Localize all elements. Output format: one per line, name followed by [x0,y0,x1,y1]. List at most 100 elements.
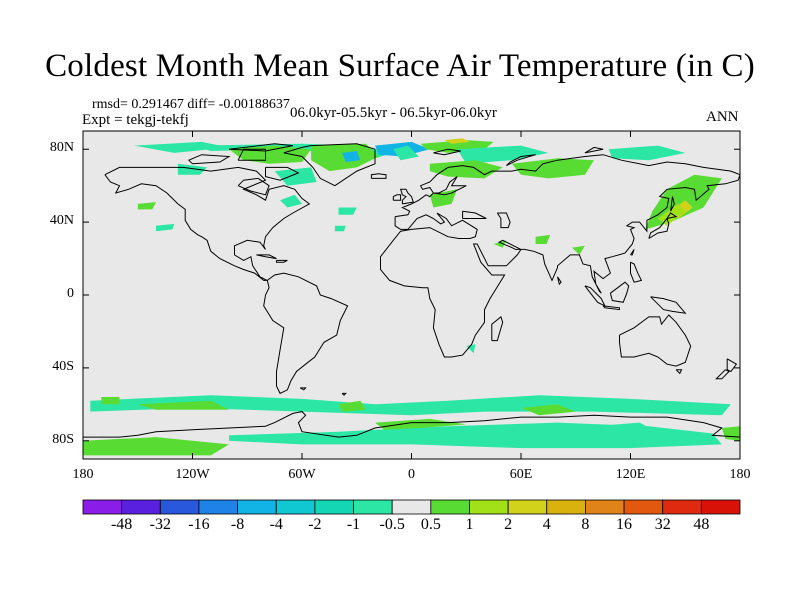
coastline [188,154,231,165]
x-tick-label: 120E [615,467,646,482]
anomaly-patch [134,141,229,153]
anomaly-patch [101,397,120,405]
x-tick-label: 60W [288,467,316,482]
colorbar-label: -0.5 [379,516,405,533]
anomaly-patch [429,160,503,179]
coastline [283,143,376,187]
coastline [602,305,620,311]
colorbar-swatch [700,499,741,515]
colorbar-swatch [159,499,200,515]
coastline [670,196,675,212]
coastline [496,212,511,229]
anomaly-patch [493,240,507,248]
coastline [104,166,311,281]
colorbar-label: -48 [110,516,133,533]
colorbar-swatch [662,499,702,515]
coastline [666,212,678,219]
coastline [726,358,738,373]
anomaly-patch [280,194,302,208]
coastline [506,154,536,167]
x-tick-label: 180 [72,467,94,482]
anomaly-patch [137,202,156,210]
x-tick-label: 180 [729,467,751,482]
colorbar-label: -32 [149,516,171,533]
coastline [648,217,670,239]
coastlines [83,143,741,438]
coastline [584,146,604,154]
anomaly-patch [342,151,361,162]
coastline [299,387,307,391]
coastline [256,254,277,260]
anomaly-field [83,131,740,459]
anomaly-patch [338,400,366,412]
anomaly-patch [393,145,419,161]
colorbar-label: 2 [504,516,513,533]
x-tick-label: 60E [509,467,533,482]
map-title: Coldest Month Mean Surface Air Temperatu… [45,48,755,84]
anomaly-patch [137,400,229,410]
anomaly-patch [457,145,549,164]
colorbar-label: 4 [542,516,551,533]
coastline [276,259,288,263]
anomaly-patch [334,225,346,232]
colorbar-swatch [507,499,548,515]
coastline [370,173,387,179]
coastline [433,148,461,156]
anomaly-patch [521,404,576,416]
coastline [630,261,643,283]
coastline [237,148,266,161]
colorbar-label: 16 [616,516,633,533]
colorbar-swatch [585,499,625,515]
colorbar-swatch [546,499,586,515]
colorbar-swatch [121,499,161,515]
colorbar-label: -2 [308,516,322,533]
coastline [675,369,683,375]
coastline [263,272,349,395]
anomaly-patch [511,158,594,179]
colorbar-swatch [198,499,238,515]
y-tick-label: 0 [67,286,74,301]
anomaly-patch [657,203,686,226]
coastline [619,314,692,367]
coastline [557,276,562,286]
y-tick-label: 40S [52,358,74,374]
y-tick-label: 80N [49,140,74,156]
coastline [83,411,741,438]
coastline [584,285,606,307]
experiment-text: Expt = tekgj-tekfj [82,112,189,128]
coastline [392,194,402,201]
colorbar-swatch [275,499,316,515]
coastline [462,210,487,219]
anomaly-patch [274,167,317,186]
colorbar-swatch [430,499,470,515]
anomaly-patch [338,207,357,215]
anomaly-patch [466,344,476,354]
colorbar-label: -4 [269,516,283,533]
anomaly-patch [594,422,667,441]
colorbar-label: 0.5 [420,516,441,533]
rmsd-diff-text: rmsd= 0.291467 diff= -0.00188637 [92,97,290,112]
coastline [341,392,348,396]
period-text: 06.0kyr-05.5kyr - 06.5kyr-06.0kyr [290,105,497,121]
x-tick-label: 120W [175,467,210,482]
y-tick-label: 80S [52,431,74,447]
anomaly-patch [608,145,686,161]
season-text: ANN [706,109,739,125]
anomaly-patch [535,234,551,244]
coastline [630,249,635,256]
colorbar-swatch [391,499,432,515]
anomaly-patch [375,418,467,430]
colorbar-label: 8 [581,516,590,533]
y-tick-label: 40N [49,213,74,229]
colorbar-label: -8 [230,516,245,533]
coastline [715,369,730,380]
colorbar-label: -1 [346,516,361,533]
coastline [399,188,414,205]
colorbar-label: 1 [465,516,474,533]
colorbar-label: 32 [654,516,671,533]
colorbar-swatch [353,499,393,515]
coastline [237,177,270,196]
anomaly-patch [177,163,208,175]
colorbar-swatch [82,499,123,515]
